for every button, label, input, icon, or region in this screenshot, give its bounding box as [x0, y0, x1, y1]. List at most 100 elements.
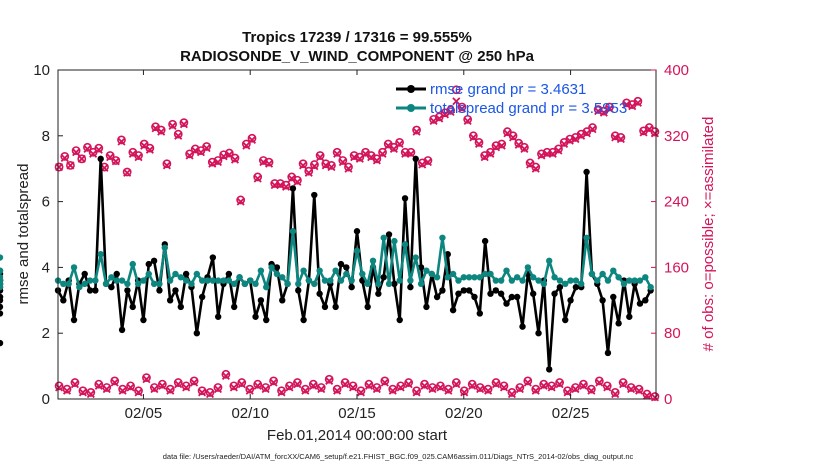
obs-assimilated-point	[594, 107, 603, 116]
series-point-rmse	[481, 237, 489, 245]
y-tick-right-label: 160	[664, 259, 689, 276]
series-point-totalspread	[513, 274, 521, 281]
obs-possible-point	[126, 381, 135, 391]
obs-assimilated-point	[554, 146, 563, 155]
series-point-totalspread	[150, 280, 158, 288]
series-point-rmse	[129, 303, 136, 311]
series-point-rmse	[391, 280, 398, 288]
series-point-rmse	[70, 316, 78, 324]
series-point-rmse	[572, 283, 580, 291]
obs-possible-point	[60, 151, 70, 161]
series-point-rmse	[417, 264, 425, 271]
obs-assimilated-point	[293, 177, 302, 186]
obs-assimilated-point	[134, 153, 143, 162]
obs-possible-point	[523, 376, 533, 386]
series-point-totalspread	[295, 280, 302, 288]
obs-assimilated-point	[616, 135, 625, 144]
series-point-rmse	[311, 191, 318, 199]
obs-assimilated-point	[645, 125, 654, 134]
obs-assimilated-point	[348, 383, 358, 392]
obs-possible-point	[315, 151, 325, 160]
series-point-totalspread	[594, 277, 601, 284]
obs-possible-point	[451, 85, 461, 95]
obs-possible-point	[54, 381, 64, 391]
y-ticks-left: 0 2 4 6 8 10	[33, 62, 63, 408]
series-point-rmse	[433, 293, 441, 301]
obs-possible-point	[626, 383, 636, 392]
series-point-rmse	[0, 339, 4, 347]
obs-possible-point	[537, 149, 546, 159]
series-point-rmse	[124, 287, 131, 294]
obs-possible-point	[420, 379, 429, 389]
obs-possible-point	[173, 378, 183, 387]
obs-possible-point	[446, 105, 456, 115]
obs-possible-point	[514, 138, 524, 148]
x-axis-label: Feb.01,2014 00:00:00 start	[267, 427, 448, 444]
obs-assimilated-point	[277, 388, 286, 397]
obs-assimilated-point	[497, 141, 506, 150]
y-tick-right-label: 80	[664, 325, 681, 342]
obs-assimilated-point	[202, 144, 211, 153]
obs-assimilated-point	[420, 381, 429, 390]
obs-assimilated-point	[642, 391, 652, 400]
obs-assimilated-point	[531, 164, 540, 173]
legend-marker-rmse	[407, 85, 415, 93]
obs-assimilated-point	[635, 386, 644, 395]
obs-possible-point	[168, 119, 177, 129]
obs-possible-point	[308, 379, 318, 389]
series-point-rmse	[97, 155, 104, 163]
series-point-rmse	[145, 260, 152, 268]
obs-assimilated-point	[384, 141, 393, 150]
series-point-totalspread	[604, 277, 612, 284]
obs-possible-point	[499, 381, 509, 391]
x-tick-label: 02/10	[231, 405, 269, 422]
obs-possible-point	[423, 156, 433, 165]
obs-possible-point	[412, 125, 421, 135]
obs-assimilated-point	[78, 388, 87, 397]
obs-assimilated-point	[650, 393, 659, 402]
series-point-rmse	[343, 264, 350, 271]
obs-possible-point	[162, 159, 172, 169]
obs-possible-point	[515, 383, 525, 392]
obs-assimilated-point	[367, 153, 376, 162]
obs-assimilated-point	[361, 149, 370, 158]
obs-possible-point	[207, 157, 217, 167]
obs-possible-point	[525, 158, 535, 168]
series-point-totalspread	[300, 267, 307, 274]
obs-assimilated-point	[588, 125, 597, 134]
obs-possible-point	[181, 381, 191, 391]
series-point-totalspread	[343, 270, 350, 278]
obs-possible-point	[310, 160, 319, 169]
obs-assimilated-point	[509, 133, 518, 142]
obs-assimilated-point	[460, 388, 469, 397]
series-point-totalspread	[279, 274, 286, 281]
obs-assimilated-point	[282, 182, 291, 191]
obs-assimilated-point	[406, 149, 415, 158]
obs-assimilated-point	[293, 380, 302, 389]
obs-assimilated-point	[537, 151, 546, 160]
obs-assimilated-point	[514, 140, 523, 149]
series-point-rmse	[380, 274, 387, 281]
legend-marker-totalspread	[407, 104, 415, 112]
series-point-totalspread	[380, 234, 387, 241]
obs-assimilated-point	[317, 385, 326, 394]
obs-possible-point	[117, 135, 126, 145]
obs-assimilated-point	[310, 162, 319, 171]
obs-possible-point	[396, 381, 406, 391]
series-point-totalspread	[81, 280, 88, 288]
series-point-totalspread	[412, 254, 419, 261]
obs-assimilated-point	[94, 145, 103, 154]
obs-assimilated-point	[560, 139, 569, 149]
obs-possible-point	[602, 381, 612, 391]
series-point-rmse	[150, 257, 158, 265]
series-point-rmse	[508, 293, 516, 301]
obs-assimilated-point	[287, 174, 296, 183]
series-point-rmse	[583, 168, 590, 176]
y-tick-right-label: 320	[664, 128, 689, 145]
obs-possible-point	[264, 157, 274, 167]
series-point-rmse	[460, 287, 467, 294]
obs-possible-point	[277, 386, 286, 396]
obs-possible-point	[554, 144, 563, 154]
series-point-rmse	[273, 264, 281, 271]
series-point-rmse	[642, 297, 649, 304]
